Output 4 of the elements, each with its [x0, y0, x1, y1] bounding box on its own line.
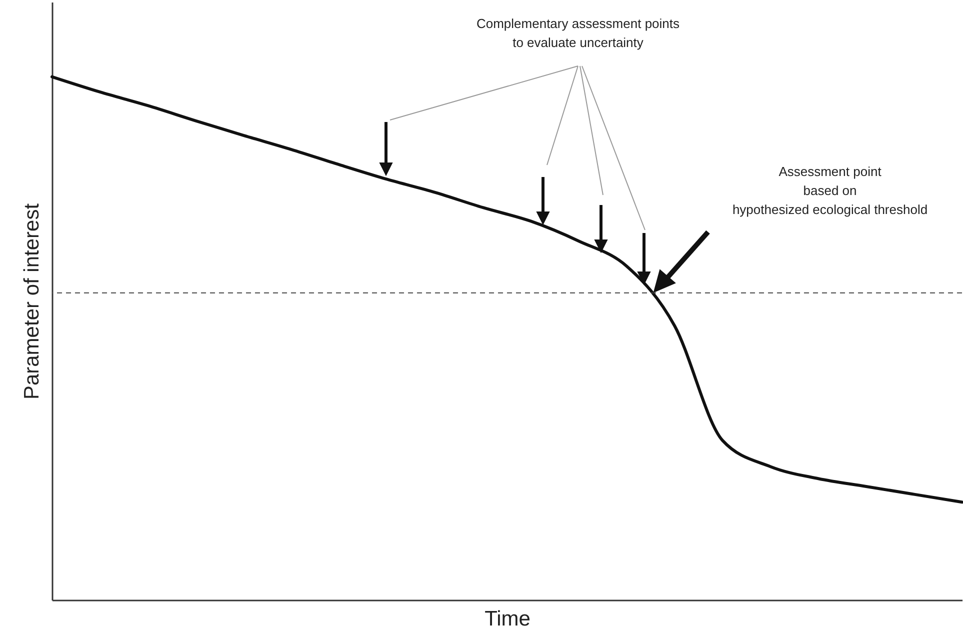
text: Complementary assessment points to evaluate uncertainty — [476, 16, 680, 50]
annotation: Assessment point based on hypothesized ecological threshold — [732, 164, 928, 217]
x-axis-title: Time — [484, 608, 530, 630]
y-axis-title: Parameter of interest — [20, 203, 44, 400]
